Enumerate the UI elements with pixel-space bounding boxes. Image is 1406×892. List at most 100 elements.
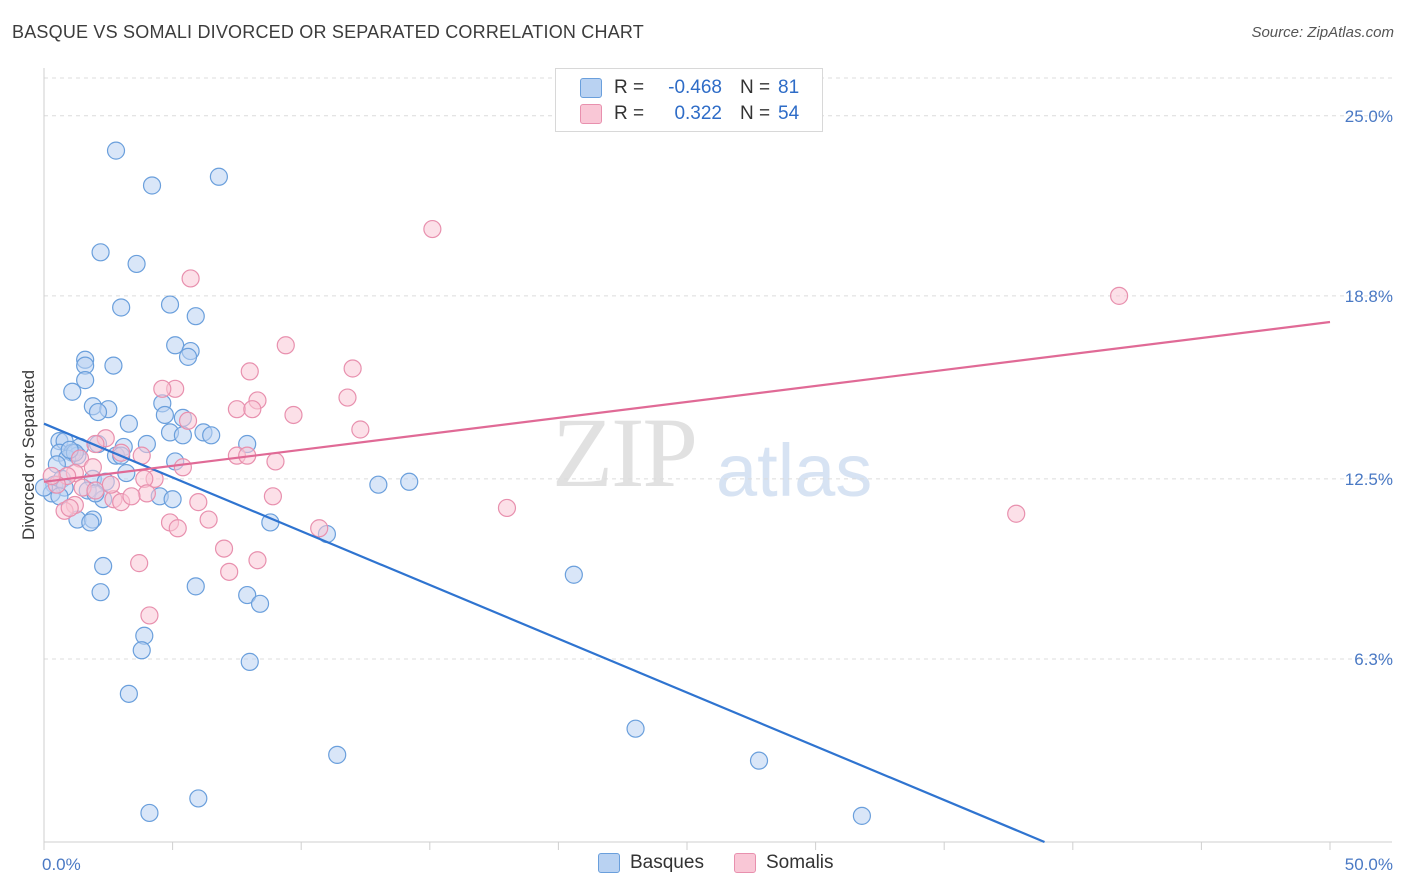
somalis-point (181, 269, 200, 288)
legend-item-somalis[interactable]: Somalis (733, 852, 834, 874)
somalis-point (351, 420, 370, 439)
y-tick-label: 12.5% (1345, 470, 1393, 489)
basques-point (328, 745, 347, 764)
somalis-point (1007, 504, 1026, 523)
watermark-atlas: atlas (716, 429, 873, 512)
data-points (34, 141, 1129, 825)
trend-lines (43, 320, 1331, 844)
somalis-point (101, 475, 120, 494)
basques-point (163, 490, 182, 509)
y-axis-title: Divorced or Separated (19, 370, 38, 540)
basques-point (91, 583, 110, 602)
series-legend: Basques Somalis (598, 852, 864, 874)
somalis-point (276, 336, 295, 355)
legend-r-value-somalis: 0.322 (674, 103, 722, 124)
basques-trend-line (43, 422, 1045, 844)
basques-point (189, 789, 208, 808)
basques-point (140, 803, 159, 823)
basques-point (202, 426, 221, 445)
somalis-swatch (733, 853, 756, 873)
basques-point (186, 307, 205, 326)
legend-n-label: N = (740, 103, 771, 124)
basques-point (400, 472, 419, 491)
basques-point (209, 167, 228, 186)
y-tick-label: 18.8% (1345, 287, 1393, 306)
somalis-point (173, 458, 192, 477)
somalis-point (263, 487, 283, 506)
basques-point (119, 684, 138, 703)
basques-point (119, 414, 138, 433)
basques-point (63, 382, 82, 401)
legend-row-basques: R = -0.468 N = 81 (580, 76, 818, 100)
legend-row-somalis: R = 0.322 N = 54 (580, 102, 818, 126)
somalis-point (60, 498, 79, 518)
somalis-point (137, 484, 156, 503)
basques-point (104, 356, 123, 375)
somalis-point (178, 411, 198, 430)
somalis-point (214, 539, 234, 558)
basques-point (238, 585, 257, 605)
axes (43, 68, 1392, 850)
basques-swatch (580, 78, 602, 98)
basques-point (852, 806, 871, 825)
somalis-point (423, 219, 442, 239)
somalis-point (338, 388, 357, 407)
somalis-point (248, 551, 267, 570)
basques-point (240, 652, 259, 671)
somalis-point (1109, 286, 1129, 305)
somalis-point (83, 458, 102, 477)
basques-point (178, 347, 198, 366)
basques-point (94, 556, 113, 576)
basques-point (186, 577, 205, 596)
somalis-swatch (580, 104, 602, 124)
basques-point (160, 295, 180, 314)
somalis-point (310, 519, 329, 538)
basques-point (369, 475, 388, 494)
somalis-point (199, 510, 218, 529)
somalis-trend-line (43, 320, 1331, 483)
basques-point (88, 402, 108, 422)
basques-point (76, 371, 95, 390)
somalis-point (153, 379, 172, 398)
source-label: Source: ZipAtlas.com (1251, 24, 1394, 41)
legend-r-value-basques: -0.468 (668, 77, 722, 98)
somalis-point (240, 362, 259, 381)
x-tick-label-min: 0.0% (42, 855, 81, 874)
basques-point (127, 254, 146, 274)
legend-r-label: R = (614, 103, 645, 124)
basques-point (749, 751, 769, 770)
chart-title: BASQUE VS SOMALI DIVORCED OR SEPARATED C… (12, 22, 644, 42)
basques-point (155, 405, 174, 425)
basques-point (626, 719, 645, 738)
somalis-point (220, 562, 239, 581)
y-tick-label: 25.0% (1345, 107, 1393, 126)
basques-point (81, 513, 100, 532)
tick-labels: 6.3% 12.5% 18.8% 25.0% 0.0% 50.0% Divorced or … (19, 107, 1393, 874)
correlation-legend: R = -0.468 N = 81 R = 0.322 N = 54 (555, 68, 823, 132)
legend-n-label: N = (740, 77, 771, 98)
somalis-point (343, 359, 362, 378)
basques-point (91, 243, 110, 262)
basques-point (142, 176, 162, 195)
x-tick-label-max: 50.0% (1345, 855, 1393, 874)
legend-label-basques: Basques (630, 852, 704, 873)
somalis-point (86, 481, 105, 500)
legend-n-value-somalis: 54 (778, 103, 800, 124)
y-tick-label: 6.3% (1354, 650, 1393, 669)
basques-point (564, 565, 583, 584)
somalis-point (189, 493, 208, 512)
somalis-point (284, 405, 303, 425)
somalis-point (140, 606, 159, 625)
basques-swatch (598, 853, 620, 873)
somalis-point (227, 400, 246, 419)
somalis-point (130, 554, 149, 573)
somalis-point (243, 400, 262, 419)
somalis-point (168, 519, 187, 538)
legend-item-basques[interactable]: Basques (598, 852, 704, 874)
basques-point (250, 594, 270, 613)
somalis-point (497, 498, 517, 518)
legend-n-value-basques: 81 (778, 77, 800, 98)
basques-point (112, 298, 131, 317)
somalis-point (266, 452, 285, 471)
